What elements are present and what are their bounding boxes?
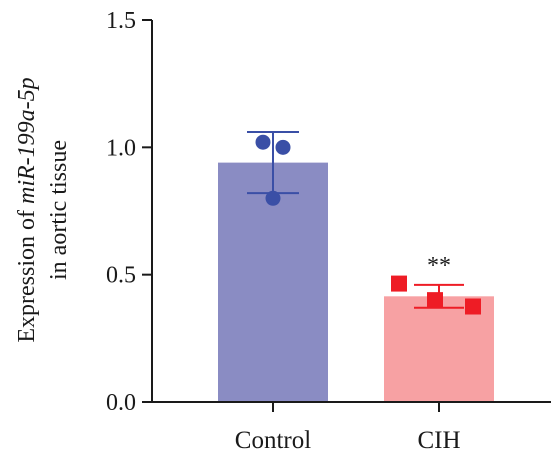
y-axis-title-line1: Expression of miR-199a-5p [14, 77, 40, 342]
bars [218, 162, 494, 402]
data-point-cih [391, 275, 407, 292]
data-points [255, 134, 481, 315]
y-axis-title-gene: miR-199a-5p [14, 77, 40, 204]
x-tick-label-cih: CIH [417, 427, 460, 454]
y-tick-label: 0.0 [106, 390, 136, 416]
y-tick-label: 1.5 [106, 8, 136, 34]
y-axis-title-prefix: Expression of [14, 204, 40, 343]
y-tick-label: 0.5 [106, 263, 136, 289]
data-point-cih [465, 298, 481, 315]
y-tick-label: 1.0 [106, 135, 136, 161]
data-point-control [275, 139, 291, 155]
x-tick-label-control: Control [235, 427, 311, 454]
data-point-cih [427, 292, 443, 309]
significance-marks: ** [427, 253, 451, 279]
significance-label-cih: ** [427, 253, 451, 279]
y-axis-title-line2: in aortic tissue [46, 140, 72, 280]
data-point-control [255, 134, 271, 150]
y-axis-title: Expression of miR-199a-5p in aortic tiss… [14, 77, 72, 342]
axes: Control CIH 0.0 0.5 1.0 1.5 [106, 8, 551, 454]
data-point-control [265, 190, 281, 206]
